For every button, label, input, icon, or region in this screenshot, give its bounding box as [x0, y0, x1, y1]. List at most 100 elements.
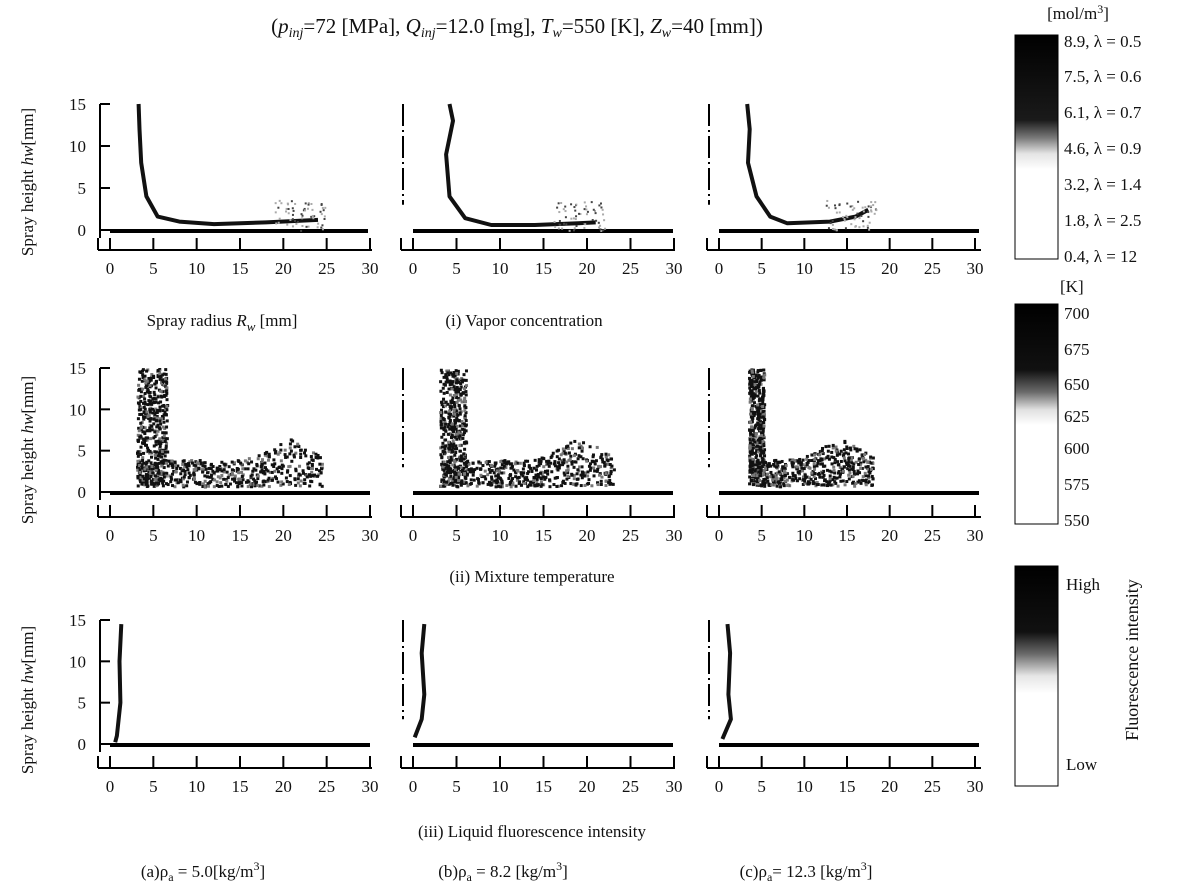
temperature-pixel	[147, 382, 151, 386]
x-tick-label: 5	[757, 259, 766, 278]
temperature-pixel	[159, 460, 163, 464]
temperature-pixel	[494, 485, 498, 489]
temperature-pixel	[139, 421, 143, 425]
temperature-pixel	[159, 394, 163, 398]
temperature-pixel	[172, 469, 176, 473]
temperature-pixel	[249, 474, 253, 478]
temperature-pixel	[215, 469, 219, 473]
temperature-pixel	[610, 464, 614, 468]
temperature-pixel	[750, 470, 754, 474]
temperature-pixel	[165, 441, 169, 445]
temperature-pixel	[759, 412, 763, 416]
temperature-pixel	[298, 484, 302, 488]
temperature-pixel	[310, 464, 314, 468]
temperature-pixel	[294, 469, 298, 473]
temperature-pixel	[159, 400, 163, 404]
temperature-pixel	[858, 471, 862, 475]
temperature-pixel	[802, 467, 806, 471]
temperature-pixel	[764, 467, 768, 471]
temperature-pixel	[466, 484, 470, 488]
temperature-pixel	[750, 410, 754, 414]
temperature-pixel	[497, 484, 501, 488]
vapor-speckle	[857, 200, 860, 203]
temperature-pixel	[201, 482, 205, 486]
temperature-pixel	[155, 416, 159, 420]
temperature-pixel	[241, 467, 245, 471]
temperature-pixel	[783, 467, 787, 471]
vapor-speckle	[597, 226, 600, 229]
vapor-speckle	[296, 221, 299, 224]
temperature-pixel	[495, 469, 499, 473]
temperature-pixel	[146, 448, 150, 452]
temperature-pixel	[155, 414, 159, 418]
temperature-pixel	[445, 375, 449, 379]
temperature-pixel	[531, 480, 535, 484]
temperature-pixel	[288, 442, 292, 446]
temperature-pixel	[454, 477, 458, 481]
temperature-pixel	[752, 414, 756, 418]
temperature-pixel	[152, 376, 156, 380]
temperature-pixel	[548, 485, 552, 489]
temperature-pixel	[447, 373, 451, 377]
temperature-pixel	[465, 384, 469, 388]
temperature-pixel	[864, 474, 868, 478]
vapor-speckle	[322, 209, 325, 212]
temperature-pixel	[151, 401, 155, 405]
temperature-pixel	[830, 462, 834, 466]
temperature-pixel	[805, 457, 809, 461]
temperature-pixel	[459, 382, 463, 386]
temperature-pixel	[176, 481, 180, 485]
temperature-pixel	[522, 461, 526, 465]
temperature-pixel	[498, 470, 502, 474]
temperature-pixel	[452, 385, 456, 389]
temperature-pixel	[154, 456, 158, 460]
temperature-pixel	[752, 434, 756, 438]
panel-r2-b: 0 5 10 15 20 25 30	[400, 368, 683, 545]
temperature-pixel	[452, 393, 456, 397]
temperature-pixel	[457, 390, 461, 394]
vapor-speckle	[320, 203, 323, 206]
temperature-pixel	[779, 483, 783, 487]
temperature-pixel	[748, 370, 752, 374]
temperature-pixel	[479, 473, 483, 477]
temperature-pixel	[138, 408, 142, 412]
temperature-pixel	[453, 421, 457, 425]
x-tick-label: 0	[715, 777, 724, 796]
temperature-pixel	[502, 464, 506, 468]
temperature-pixel	[148, 379, 152, 383]
temperature-pixel	[440, 445, 444, 449]
temperature-pixel	[164, 368, 168, 372]
temperature-pixel	[605, 479, 609, 483]
temperature-pixel	[831, 478, 835, 482]
temperature-pixel	[483, 469, 487, 473]
temperature-pixel	[454, 418, 458, 422]
vapor-speckle	[602, 213, 605, 216]
temperature-pixel	[442, 478, 446, 482]
temperature-pixel	[164, 393, 168, 397]
temperature-pixel	[148, 451, 152, 455]
temperature-pixel	[293, 445, 297, 449]
temperature-pixel	[550, 454, 554, 458]
temperature-pixel	[812, 462, 816, 466]
colorbar-fluorescence: High Low Fluorescence intensity	[1014, 565, 1142, 787]
temperature-pixel	[203, 474, 207, 478]
temperature-pixel	[599, 479, 603, 483]
temperature-pixel	[481, 481, 485, 485]
temperature-pixel	[150, 464, 154, 468]
temperature-pixel	[834, 481, 838, 485]
temperature-pixel	[163, 450, 167, 454]
temperature-pixel	[830, 455, 834, 459]
temperature-pixel	[555, 449, 559, 453]
x-tick-label: 15	[839, 259, 856, 278]
temperature-pixel	[464, 424, 468, 428]
temperature-pixel	[225, 479, 229, 483]
temperature-pixel	[165, 391, 169, 395]
temperature-pixel	[852, 472, 856, 476]
temperature-pixel	[201, 485, 205, 489]
temperature-pixel	[469, 482, 473, 486]
temperature-pixel	[842, 456, 846, 460]
temperature-pixel	[776, 480, 780, 484]
temperature-pixel	[266, 478, 270, 482]
temperature-pixel	[751, 467, 755, 471]
